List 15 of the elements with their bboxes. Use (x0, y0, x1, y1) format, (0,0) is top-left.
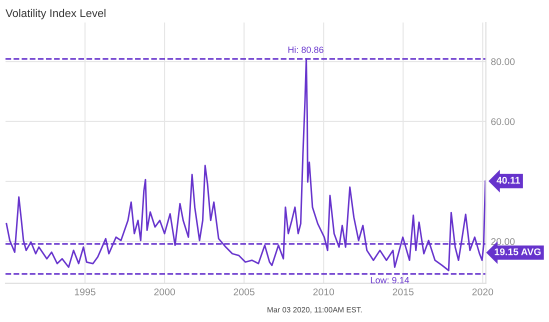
y-tick-label: 20.00 (491, 238, 515, 246)
ref-line-label: Hi: 80.86 (288, 46, 324, 53)
y-tick-label: 80.00 (491, 58, 515, 66)
y-tick-label: 60.00 (491, 118, 515, 126)
x-tick-label: 2010 (313, 288, 334, 296)
line-series (6, 58, 486, 272)
ref-line-label: Low: 9.14 (370, 276, 410, 284)
x-tick-label: 2015 (392, 288, 414, 296)
x-tick-label: 2005 (234, 288, 254, 296)
ref-line-label: 19.15 AVG (494, 248, 541, 256)
annotation: 40.11 (496, 176, 520, 184)
chart-title: Volatility Index Level (6, 8, 106, 20)
x-tick-label: 1995 (74, 288, 96, 296)
x-tick-label: 2020 (472, 288, 494, 296)
x-tick-label: 2000 (154, 288, 175, 296)
